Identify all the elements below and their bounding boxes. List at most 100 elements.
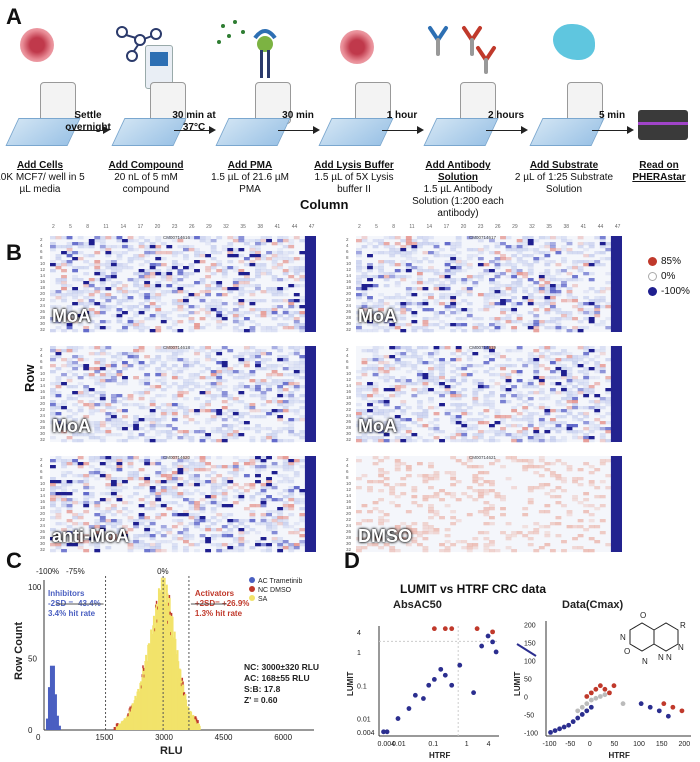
heatmap-cell: [249, 495, 256, 499]
heatmap-cell: [138, 540, 145, 544]
heatmap-cell: [144, 507, 151, 511]
x-tick-label: 200: [678, 741, 690, 748]
heatmap-cell: [450, 352, 457, 356]
heatmap-cell: [577, 436, 584, 440]
heatmap-cell: [416, 406, 423, 410]
heatmap-cell: [149, 519, 156, 523]
heatmap-cell: [500, 385, 506, 389]
heatmap-cell: [538, 236, 545, 240]
heatmap-cell: [55, 394, 62, 398]
heatmap-cell: [549, 296, 556, 300]
heatmap-cell: [50, 269, 56, 273]
heatmap-cell: [149, 418, 156, 422]
heatmap-cell: [389, 367, 396, 371]
heatmap-cell: [183, 415, 189, 419]
time-label: 2 hours: [487, 110, 525, 121]
heatmap-cell: [50, 245, 56, 249]
heatmap-cell: [538, 388, 545, 392]
heatmap-cell: [243, 311, 250, 315]
heatmap-cell: [205, 501, 212, 505]
heatmap-cell: [277, 355, 284, 359]
heatmap-cell: [405, 510, 412, 514]
heatmap-cell: [94, 471, 101, 475]
heatmap-cell: [127, 248, 134, 252]
heatmap-cell: [166, 540, 173, 544]
heatmap-cell: [66, 349, 73, 353]
panel-label-d: D: [344, 548, 360, 573]
heatmap-cell: [83, 284, 90, 288]
heatmap-cell: [232, 326, 239, 330]
heatmap-cell: [500, 433, 506, 437]
heatmap-cell: [505, 391, 512, 395]
heatmap-cell: [149, 290, 156, 294]
heatmap-cell: [138, 287, 145, 291]
heatmap-cell: [260, 314, 267, 318]
heatmap-cell: [583, 436, 590, 440]
heatmap-cell: [260, 349, 267, 353]
heatmap-cell: [477, 388, 484, 392]
heatmap-cell: [361, 412, 368, 416]
heatmap-cell: [94, 543, 101, 547]
heatmap-cell: [444, 284, 451, 288]
y-tick-label: 150: [524, 641, 536, 648]
heatmap-cell: [555, 352, 562, 356]
heatmap-cell: [160, 293, 167, 297]
heatmap-cell: [288, 346, 295, 350]
heatmap-cell: [144, 546, 151, 550]
heatmap-cell: [127, 239, 134, 243]
heatmap-cell: [455, 290, 462, 294]
heatmap-cell: [466, 254, 473, 258]
heatmap-cell: [171, 281, 178, 285]
heatmap-cell: [133, 436, 139, 440]
heatmap-cell: [522, 406, 529, 410]
heatmap-cell: [144, 483, 151, 487]
heatmap-cell: [271, 433, 278, 437]
heatmap-cell: [77, 299, 84, 303]
heatmap-cell: [249, 254, 256, 258]
heatmap-cell: [260, 468, 267, 472]
row-tick-label: 28: [40, 425, 46, 430]
heatmap-cell: [116, 456, 123, 460]
heatmap-cell: [299, 358, 306, 362]
scatter-point: [474, 626, 480, 632]
heatmap-cell: [555, 320, 562, 324]
heatmap-cell: [110, 361, 117, 365]
heatmap-cell: [249, 406, 256, 410]
heatmap-cell: [466, 308, 473, 312]
heatmap-cell: [428, 361, 434, 365]
heatmap-cell: [566, 424, 573, 428]
heatmap-cell: [293, 323, 300, 327]
heatmap-cell: [94, 311, 101, 315]
heatmap-cell: [282, 400, 289, 404]
heatmap-cell: [255, 239, 261, 243]
heatmap-cell: [433, 352, 440, 356]
heatmap-cell: [422, 379, 429, 383]
heatmap-cell: [599, 296, 606, 300]
flow-arrow: [382, 126, 424, 134]
heatmap-cell: [293, 531, 300, 535]
heatmap-cell: [566, 388, 573, 392]
heatmap-cell: [511, 433, 518, 437]
heatmap-cell: [555, 439, 562, 443]
column-tick-label: 20: [461, 224, 467, 230]
heatmap-cell: [155, 272, 162, 276]
heatmap-cell: [221, 549, 228, 553]
heatmap-cell: [356, 281, 362, 285]
heatmap-cell: [356, 415, 362, 419]
heatmap-cell: [260, 456, 267, 460]
heatmap-cell: [255, 456, 261, 460]
heatmap-cell: [66, 236, 73, 240]
heatmap-cell: [55, 391, 62, 395]
heatmap-cell: [367, 284, 373, 288]
heatmap-cell: [555, 534, 562, 538]
heatmap-cell: [533, 329, 540, 333]
compound-molecule-icon: [116, 26, 162, 62]
heatmap-cell: [160, 370, 167, 374]
heatmap-cell: [544, 406, 551, 410]
heatmap-cell: [405, 236, 412, 240]
heatmap-cell: [516, 430, 523, 434]
heatmap-cell: [411, 245, 418, 249]
heatmap-cell: [394, 394, 401, 398]
heatmap-cell: [455, 242, 462, 246]
heatmap-cell: [489, 543, 495, 547]
